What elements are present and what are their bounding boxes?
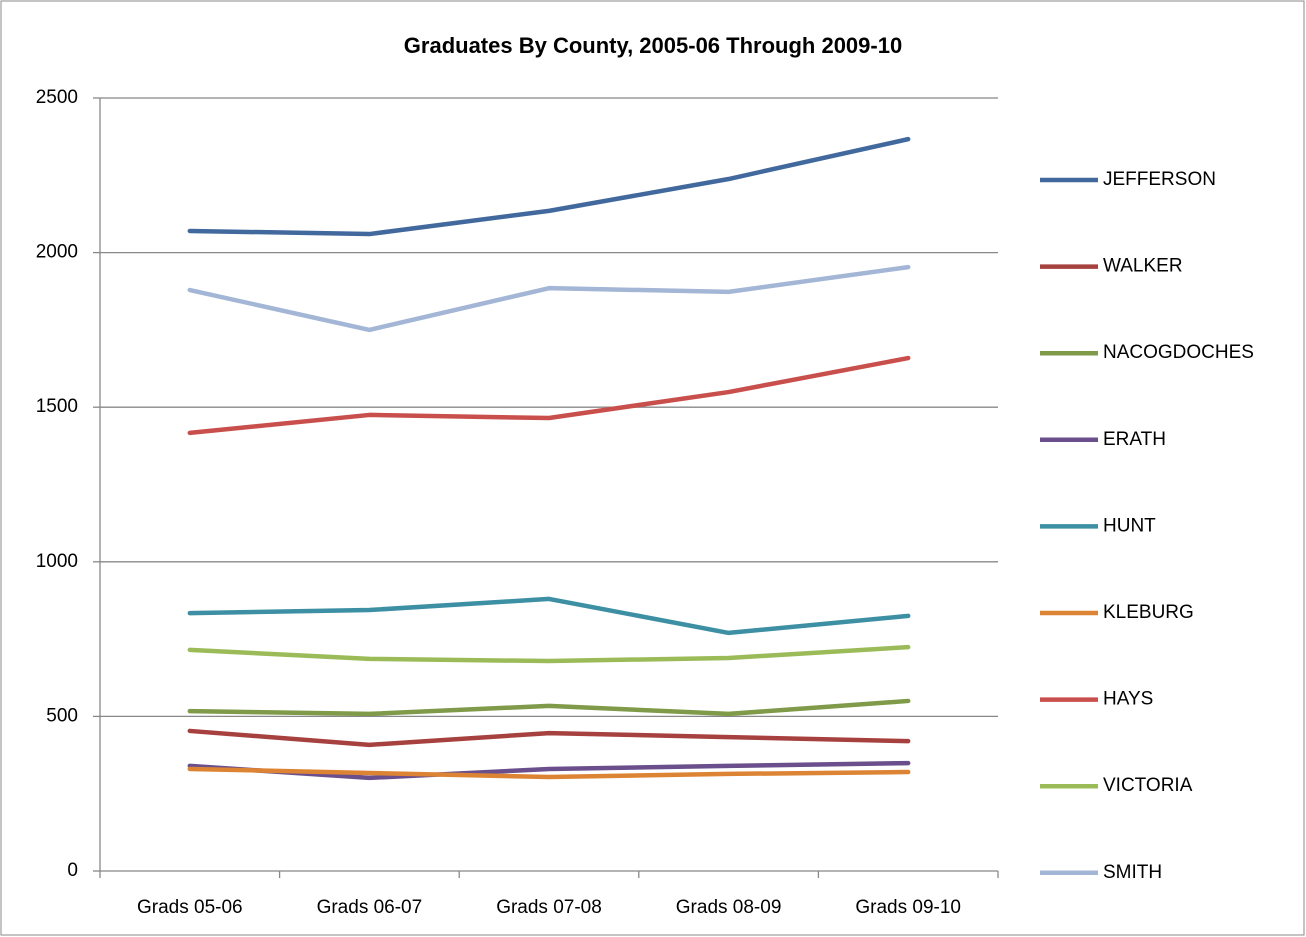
series-line bbox=[187, 264, 911, 333]
y-tick-label: 2000 bbox=[36, 242, 78, 263]
series-line bbox=[187, 136, 911, 237]
legend-label: HAYS bbox=[1103, 689, 1153, 710]
legend-label: VICTORIA bbox=[1103, 775, 1193, 796]
x-tick-label: Grads 05-06 bbox=[137, 897, 243, 918]
chart-title: Graduates By County, 2005-06 Through 200… bbox=[404, 33, 902, 58]
x-tick-label: Grads 06-07 bbox=[317, 897, 423, 918]
series-line bbox=[187, 760, 911, 781]
legend-label: JEFFERSON bbox=[1103, 169, 1216, 190]
x-tick-label: Grads 09-10 bbox=[855, 897, 961, 918]
series-line bbox=[187, 355, 911, 436]
series-line bbox=[187, 728, 911, 748]
series-line bbox=[187, 596, 911, 636]
x-tick-label: Grads 08-09 bbox=[676, 897, 782, 918]
series-line bbox=[187, 698, 911, 717]
series-line bbox=[187, 644, 911, 664]
series-line bbox=[187, 766, 911, 780]
y-tick-label: 1500 bbox=[36, 396, 78, 417]
x-tick-label: Grads 07-08 bbox=[496, 897, 602, 918]
legend-label: NACOGDOCHES bbox=[1103, 342, 1254, 363]
y-tick-label: 0 bbox=[67, 860, 78, 881]
y-tick-label: 1000 bbox=[36, 551, 78, 572]
legend-label: HUNT bbox=[1103, 515, 1156, 536]
y-tick-label: 500 bbox=[46, 705, 78, 726]
legend-label: SMITH bbox=[1103, 862, 1162, 883]
legend-label: ERATH bbox=[1103, 429, 1166, 450]
legend-label: KLEBURG bbox=[1103, 602, 1194, 623]
legend-label: WALKER bbox=[1103, 256, 1183, 277]
y-tick-label: 2500 bbox=[36, 87, 78, 108]
